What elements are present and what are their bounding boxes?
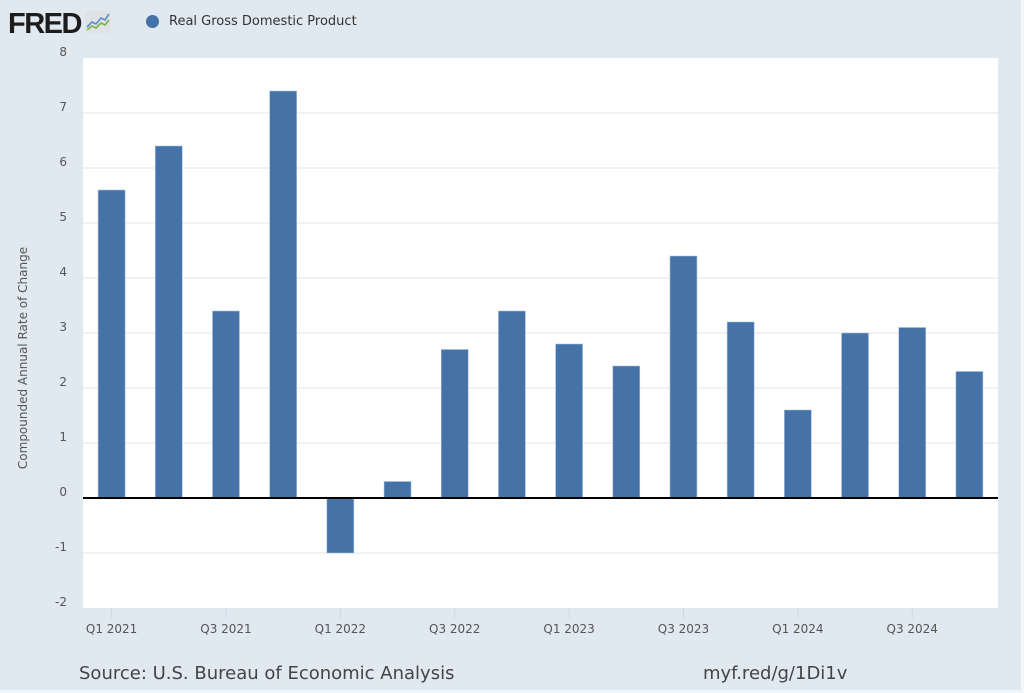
x-axis-ticks: Q1 2021 Q3 2021 Q1 2022 Q3 2022 Q1 2023 Q3 20…	[86, 608, 938, 636]
chart-legend[interactable]: Real Gross Domestic Product	[146, 14, 357, 29]
bar-q1-2021[interactable]	[97, 189, 126, 499]
y-tick-label: 4	[59, 265, 67, 279]
bar-q2-2024[interactable]	[841, 332, 869, 499]
bars	[97, 90, 984, 554]
x-tick-label: Q3 2024	[887, 622, 938, 636]
bar-q1-2024[interactable]	[784, 409, 812, 499]
y-tick-label: 8	[59, 45, 67, 59]
source-note: Source: U.S. Bureau of Economic Analysis	[79, 663, 455, 684]
bar-q2-2022[interactable]	[383, 481, 412, 499]
bar-q2-2023[interactable]	[612, 365, 641, 499]
bar-chart: 8 7 6 5 4 3 2 1 0 -1 -2 Q1 2021 Q3 2021 Q1 2022 Q3 20…	[16, 45, 998, 636]
bar-q3-2024[interactable]	[898, 327, 927, 499]
x-tick-label: Q1 2023	[543, 622, 594, 636]
y-tick-label: 3	[59, 320, 67, 334]
legend-label: Real Gross Domestic Product	[169, 14, 357, 29]
y-tick-label: -2	[55, 595, 67, 609]
bar-q3-2021[interactable]	[212, 310, 240, 499]
x-tick-label: Q3 2023	[658, 622, 709, 636]
y-tick-label: 7	[59, 100, 67, 114]
bar-q2-2021[interactable]	[154, 145, 183, 499]
bar-q1-2023[interactable]	[555, 343, 583, 499]
legend-marker-icon	[146, 15, 159, 28]
short-link[interactable]: myf.red/g/1Di1v	[703, 663, 848, 684]
fred-logo[interactable]: FRED	[8, 8, 111, 40]
y-tick-label: 1	[59, 430, 67, 444]
bar-q4-2021[interactable]	[269, 90, 297, 499]
y-tick-label: 5	[59, 210, 67, 224]
bar-q3-2023[interactable]	[669, 255, 698, 499]
x-tick-label: Q1 2021	[86, 622, 137, 636]
x-tick-label: Q1 2024	[772, 622, 823, 636]
fred-logo-text: FRED	[8, 8, 82, 40]
bar-q4-2023[interactable]	[726, 321, 755, 499]
y-axis-label: Compounded Annual Rate of Change	[16, 247, 30, 469]
x-tick-label: Q1 2022	[315, 622, 366, 636]
x-tick-label: Q3 2022	[429, 622, 480, 636]
y-axis-ticks: 8 7 6 5 4 3 2 1 0 -1 -2	[55, 45, 67, 609]
y-tick-label: 2	[59, 375, 67, 389]
bar-q3-2022[interactable]	[440, 349, 469, 499]
y-tick-label: 0	[59, 485, 67, 499]
x-tick-label: Q3 2021	[200, 622, 251, 636]
chart-line-icon	[84, 11, 111, 37]
y-tick-label: -1	[55, 540, 67, 554]
bar-q4-2022[interactable]	[498, 310, 526, 499]
y-tick-label: 6	[59, 155, 67, 169]
bar-q4-2024[interactable]	[955, 371, 984, 499]
bar-q1-2022[interactable]	[326, 497, 355, 554]
